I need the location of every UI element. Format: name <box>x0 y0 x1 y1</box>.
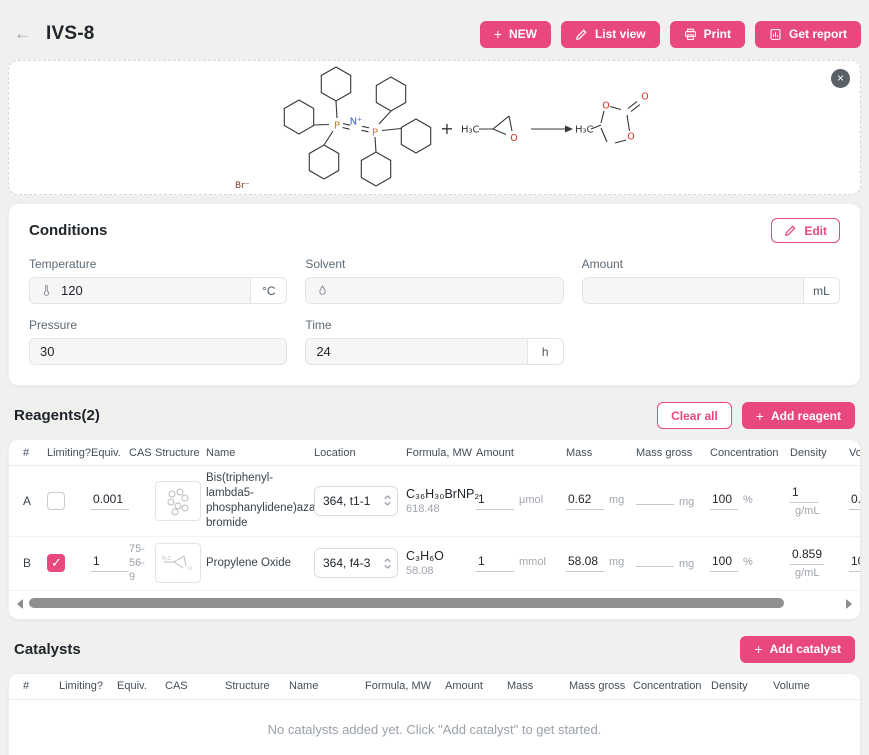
clear-all-reagents-button[interactable]: Clear all <box>657 402 732 429</box>
reagents-title: Reagents(2) <box>14 407 100 424</box>
equiv-input[interactable]: 0.001 <box>91 492 129 510</box>
svg-text:O: O <box>602 101 609 112</box>
plus-icon: + <box>754 641 763 658</box>
mass-input[interactable]: 0.62 <box>566 492 604 510</box>
svg-text:O: O <box>188 566 192 572</box>
location-select[interactable]: 364, t1-1 <box>314 485 398 516</box>
catalysts-title: Catalysts <box>14 640 81 658</box>
reagents-header-row: # Limiting? Equiv. CAS Structure Name Lo… <box>9 440 860 466</box>
cas-value: 75-56-9 <box>129 542 145 584</box>
conditions-card: Conditions Edit Temperature 120 °C Solve… <box>8 203 861 386</box>
edit-conditions-button[interactable]: Edit <box>771 218 840 243</box>
printer-icon <box>684 28 696 40</box>
mass-input[interactable]: 58.08 <box>566 554 604 573</box>
svg-text:H₃C: H₃C <box>461 125 480 136</box>
sort-chevrons-icon <box>384 557 391 569</box>
reaction-scheme-drawing: P N⁺ P + H₃C O H₃C O O O Br⁻ <box>235 66 649 191</box>
svg-text:P: P <box>334 121 340 132</box>
amount-input[interactable]: 1 <box>476 554 514 573</box>
pencil-icon <box>575 28 587 40</box>
temperature-field: Temperature 120 °C <box>29 257 288 304</box>
svg-text:O: O <box>510 133 517 144</box>
reagents-table: # Limiting? Equiv. CAS Structure Name Lo… <box>8 439 861 620</box>
get-report-button[interactable]: Get report <box>754 20 861 48</box>
thermometer-icon <box>43 284 50 296</box>
catalysts-empty-message: No catalysts added yet. Click "Add catal… <box>267 721 602 737</box>
time-unit: h <box>526 339 563 364</box>
amount-input[interactable]: 1 <box>476 492 514 510</box>
amount-input[interactable] <box>582 278 803 303</box>
svg-text:P: P <box>372 128 378 139</box>
horizontal-scrollbar <box>11 593 858 615</box>
scroll-left-icon[interactable] <box>17 598 23 609</box>
reagent-row: B 1 75-56-9 H₃C O Propylene Oxide 364, f… <box>9 537 860 591</box>
limiting-checkbox[interactable] <box>47 554 65 573</box>
amount-unit: mL <box>803 278 839 303</box>
concentration-input[interactable]: 100 <box>710 492 738 510</box>
formula-mw: C₃₆H₃₀BrNP₂ 618.48 <box>406 486 480 515</box>
pressure-field: Pressure 30 <box>29 318 288 365</box>
time-field: Time 24 h <box>305 318 564 365</box>
svg-text:N⁺: N⁺ <box>350 117 363 128</box>
back-arrow-icon[interactable]: ← <box>14 24 31 43</box>
svg-text:O: O <box>641 92 648 103</box>
reaction-scheme-card: × P N⁺ P + H₃C O <box>8 60 861 195</box>
print-button[interactable]: Print <box>669 20 745 48</box>
svg-text:+: + <box>440 119 453 138</box>
pressure-input[interactable]: 30 <box>30 339 287 364</box>
catalysts-section-head: Catalysts + Add catalyst <box>14 635 855 663</box>
volume-input[interactable]: 10 <box>849 554 860 573</box>
structure-thumbnail[interactable] <box>155 480 201 521</box>
add-catalyst-button[interactable]: + Add catalyst <box>740 635 855 663</box>
close-icon[interactable]: × <box>831 69 850 88</box>
mass-gross-input[interactable] <box>636 564 674 568</box>
add-reagent-button[interactable]: + Add reagent <box>741 402 855 429</box>
reagent-row: A 0.001 Bis(triphenyl-lambda5-phosphanyl… <box>9 466 860 537</box>
location-select[interactable]: 364, f4-3 <box>314 548 398 579</box>
new-button[interactable]: + NEW <box>479 20 551 48</box>
catalysts-table: # Limiting? Equiv. CAS Structure Name Fo… <box>8 672 861 755</box>
sort-chevrons-icon <box>384 495 391 507</box>
structure-thumbnail[interactable]: H₃C O <box>155 543 201 584</box>
scroll-right-icon[interactable] <box>846 598 852 609</box>
svg-text:O: O <box>627 132 634 143</box>
amount-field: Amount mL <box>581 257 840 304</box>
formula-mw: C₃H₆O 58.08 <box>406 549 444 578</box>
solvent-field: Solvent <box>305 257 564 304</box>
plus-icon: + <box>493 26 502 42</box>
density-input[interactable]: 1 <box>790 485 818 503</box>
reagent-name: Propylene Oxide <box>206 556 292 569</box>
concentration-input[interactable]: 100 <box>710 554 738 573</box>
conditions-title: Conditions <box>29 222 108 239</box>
top-bar: ← IVS-8 + NEW List view Print Get report <box>8 0 861 60</box>
pencil-icon <box>785 225 796 237</box>
temperature-unit: °C <box>250 278 287 303</box>
report-icon <box>770 28 781 40</box>
volume-input[interactable]: 0.01 <box>849 492 860 510</box>
counter-ion-label: Br⁻ <box>235 181 250 191</box>
page-title: IVS-8 <box>46 23 95 44</box>
svg-text:H₃C: H₃C <box>575 125 594 136</box>
mass-gross-input[interactable] <box>636 502 674 505</box>
equiv-input[interactable]: 1 <box>91 554 129 573</box>
list-view-button[interactable]: List view <box>560 20 660 48</box>
row-id: A <box>23 493 32 508</box>
limiting-checkbox[interactable] <box>47 491 65 510</box>
catalysts-header-row: # Limiting? Equiv. CAS Structure Name Fo… <box>9 674 860 700</box>
solvent-input[interactable] <box>306 278 563 303</box>
reagent-name: Bis(triphenyl-lambda5-phosphanylidene)az… <box>206 472 341 529</box>
scrollbar-thumb[interactable] <box>29 597 784 608</box>
row-id: B <box>23 556 32 571</box>
time-input[interactable]: 24 <box>306 339 527 364</box>
temperature-input[interactable]: 120 <box>30 278 251 303</box>
density-input[interactable]: 0.859 <box>790 547 825 566</box>
svg-text:H₃C: H₃C <box>162 556 172 562</box>
plus-icon: + <box>755 407 764 424</box>
reagents-section-head: Reagents(2) Clear all + Add reagent <box>14 402 855 429</box>
droplet-icon <box>319 285 326 295</box>
